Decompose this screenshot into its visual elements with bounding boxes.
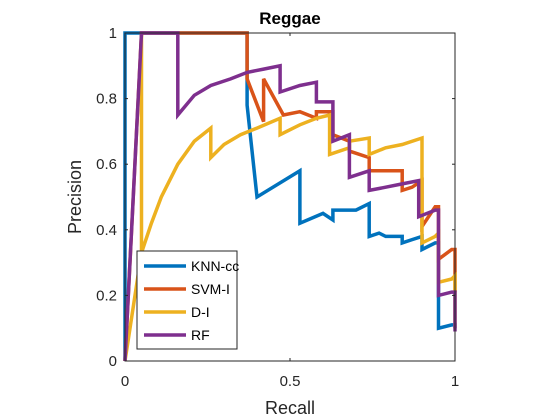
chart-title: Reggae <box>259 9 320 28</box>
y-tick-label: 0 <box>109 353 117 370</box>
x-axis-label: Recall <box>265 398 315 418</box>
y-tick-label: 0.8 <box>96 91 117 108</box>
legend-label-rf: RF <box>191 327 210 343</box>
y-tick-label: 0.2 <box>96 287 117 304</box>
y-axis: 0 0.2 0.4 0.6 0.8 1 <box>96 25 455 370</box>
legend-label-knn-cc: KNN-cc <box>191 258 239 274</box>
legend-label-d-i: D-I <box>191 304 210 320</box>
x-tick-label: 0 <box>121 373 129 390</box>
series-line-rf <box>123 31 457 362</box>
x-tick-label: 1 <box>451 373 459 390</box>
series-line-d-i <box>123 33 457 362</box>
x-tick-label: 0.5 <box>280 373 301 390</box>
plot-lines <box>123 31 457 362</box>
legend: KNN-cc SVM-I D-I RF <box>136 250 239 350</box>
y-tick-label: 0.4 <box>96 222 117 239</box>
y-axis-label: Precision <box>65 160 85 234</box>
series-line-svm-i <box>123 31 457 362</box>
y-tick-label: 0.6 <box>96 156 117 173</box>
legend-label-svm-i: SVM-I <box>191 281 230 297</box>
y-tick-label: 1 <box>109 25 117 42</box>
